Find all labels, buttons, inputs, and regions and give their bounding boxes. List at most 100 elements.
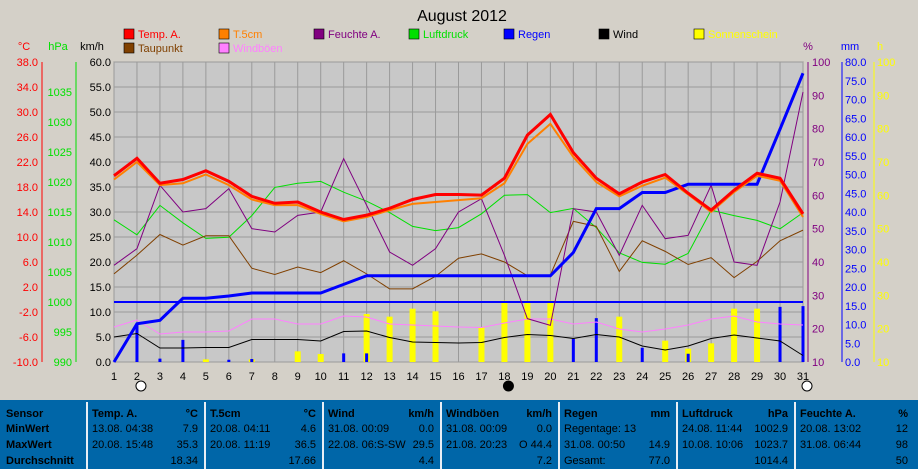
unit-label: mm: [841, 41, 859, 53]
tick-label: 30: [877, 290, 889, 302]
stats-cell-value: 4.6: [300, 423, 316, 435]
tick-label: 0.0: [96, 357, 111, 369]
rain-bar: [181, 339, 185, 362]
x-tick-label: 4: [180, 371, 186, 383]
sunshine-bar: [524, 300, 531, 362]
stats-cell-time: 21.08. 20:23: [446, 439, 508, 451]
x-tick-label: 7: [249, 371, 255, 383]
x-tick-label: 20: [544, 371, 556, 383]
rain-bar: [640, 347, 644, 362]
stats-cell-value: 14.9: [648, 439, 670, 451]
tick-label: 10: [812, 357, 824, 369]
stats-unit: hPa: [767, 408, 788, 420]
stats-unit: mm: [650, 408, 670, 420]
tick-label: 30.0: [17, 107, 38, 119]
stats-cell-time: 20.08. 04:11: [210, 423, 271, 435]
stats-cell-value: 98: [895, 439, 908, 451]
x-tick-label: 17: [475, 371, 487, 383]
stats-cell-value: 35.3: [176, 439, 198, 451]
tick-label: 90: [812, 90, 824, 102]
unit-label: h: [877, 41, 883, 53]
rain-bar: [571, 338, 575, 362]
unit-label: km/h: [80, 41, 104, 53]
x-tick-label: 13: [383, 371, 395, 383]
chart-title: August 2012: [417, 8, 507, 25]
x-tick-label: 16: [452, 371, 464, 383]
stats-cell-value: 50: [895, 455, 908, 467]
tick-label: 40: [877, 257, 889, 269]
legend-label: Feuchte A.: [328, 29, 381, 41]
tick-label: 38.0: [17, 57, 38, 69]
stats-cell-value: 17.66: [288, 455, 316, 467]
tick-label: -2.0: [19, 307, 38, 319]
stats-unit: °C: [185, 408, 198, 420]
stats-cell-value: 1014.4: [754, 455, 788, 467]
stats-separator: [558, 402, 560, 469]
stats-cell-value: 1023.7: [754, 439, 788, 451]
stats-cell-time: 31.08. 06:44: [800, 439, 862, 451]
tick-label: -6.0: [19, 332, 38, 344]
tick-label: 10.0: [90, 307, 111, 319]
tick-label: 15.0: [845, 301, 866, 313]
tick-label: 90: [877, 90, 889, 102]
stats-separator: [204, 402, 206, 469]
stats-header: Temp. A.: [92, 408, 138, 420]
series-line-wind: [113, 330, 804, 356]
tick-label: 18.0: [17, 182, 38, 194]
stats-header: Windböen: [446, 408, 500, 420]
sunshine-bar: [409, 308, 416, 362]
rain-bar: [365, 353, 369, 362]
row-label-min: MinWert: [6, 423, 50, 435]
legend-label: Sonnenschein: [708, 29, 778, 41]
stats-cell-time: 31.08. 00:09: [328, 423, 390, 435]
tick-label: 65.0: [845, 113, 866, 125]
stats-cell-time: 20.08. 15:48: [92, 439, 154, 451]
rain-bar: [778, 306, 782, 362]
stats-cell-value: 0.0: [536, 423, 552, 435]
legend-label: Temp. A.: [138, 29, 181, 41]
x-tick-label: 19: [521, 371, 533, 383]
stats-cell-value: 7.2: [536, 455, 552, 467]
tick-label: 1030: [48, 117, 72, 129]
sunshine-bar: [432, 311, 439, 362]
tick-label: 75.0: [845, 76, 866, 88]
legend-swatch: [218, 28, 230, 40]
legend-label: Regen: [518, 29, 550, 41]
tick-label: 0.0: [845, 357, 860, 369]
tick-label: 14.0: [17, 207, 38, 219]
sunshine-bar: [547, 300, 554, 362]
tick-label: 60: [877, 190, 889, 202]
stats-separator: [86, 402, 88, 469]
x-tick-label: 21: [567, 371, 579, 383]
unit-label: hPa: [48, 41, 68, 53]
tick-label: 60: [812, 190, 824, 202]
stats-separator: [440, 402, 442, 469]
stats-unit: °C: [303, 408, 316, 420]
statistics-table: Sensor MinWert MaxWert Durchschnitt Temp…: [0, 400, 918, 469]
tick-label: 100: [877, 57, 895, 69]
x-tick-label: 10: [315, 371, 327, 383]
tick-label: 45.0: [90, 132, 111, 144]
tick-label: 10: [877, 357, 889, 369]
legend-swatch: [693, 28, 705, 40]
x-tick-label: 5: [203, 371, 209, 383]
tick-label: 20.0: [845, 282, 866, 294]
x-tick-label: 29: [751, 371, 763, 383]
tick-label: 60.0: [90, 57, 111, 69]
tick-label: 30.0: [90, 207, 111, 219]
x-tick-label: 23: [613, 371, 625, 383]
tick-label: 50: [812, 224, 824, 236]
tick-label: 26.0: [17, 132, 38, 144]
stats-cell-time: 22.08. 06:S-SW: [328, 439, 406, 451]
sunshine-bar: [662, 340, 669, 362]
x-tick-label: 27: [705, 371, 717, 383]
tick-label: 5.0: [845, 338, 860, 350]
tick-label: 40.0: [845, 207, 866, 219]
series-line-regen: [112, 72, 805, 363]
tick-label: 25.0: [90, 232, 111, 244]
x-tick-label: 11: [338, 371, 349, 383]
stats-header: Regen: [564, 408, 598, 420]
rain-bar: [342, 353, 346, 362]
tick-label: 80: [812, 124, 824, 136]
tick-label: 100: [812, 57, 830, 69]
